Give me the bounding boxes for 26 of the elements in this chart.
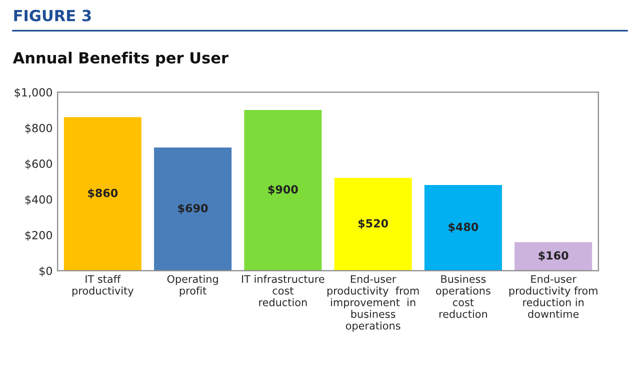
bar — [334, 178, 412, 271]
data-label: $900 — [268, 184, 298, 196]
y-tick-label: $800 — [25, 124, 52, 134]
x-tick-label: Operating profit — [167, 274, 218, 297]
y-tick-label: $0 — [40, 266, 52, 277]
y-tick-label: $400 — [25, 195, 52, 206]
x-tick-label: End-user productivity from improvement in business operations — [327, 274, 419, 332]
data-label: $160 — [538, 251, 568, 262]
chart-subtitle: Annual Benefits per User — [12, 52, 228, 67]
y-tick-label: $200 — [25, 230, 52, 241]
bar — [154, 148, 232, 271]
data-label: $690 — [178, 204, 208, 214]
bar — [514, 242, 592, 271]
x-tick-label: IT infrastructure cost reduction — [242, 274, 324, 306]
data-label: $860 — [88, 188, 118, 199]
data-label: $520 — [358, 218, 388, 229]
bar — [64, 117, 142, 271]
chart-title: FIGURE 3 — [14, 10, 91, 22]
bar — [244, 110, 322, 271]
y-tick-label: $600 — [25, 159, 52, 170]
x-tick-label: Business operations cost reduction — [436, 274, 490, 318]
x-tick-label: IT staff productivity — [72, 274, 134, 297]
bar — [424, 185, 502, 271]
y-tick-label: $1,000 — [14, 88, 52, 98]
data-label: $480 — [448, 222, 478, 233]
x-tick-label: End-user productivity from reduction in downtime — [509, 274, 598, 318]
